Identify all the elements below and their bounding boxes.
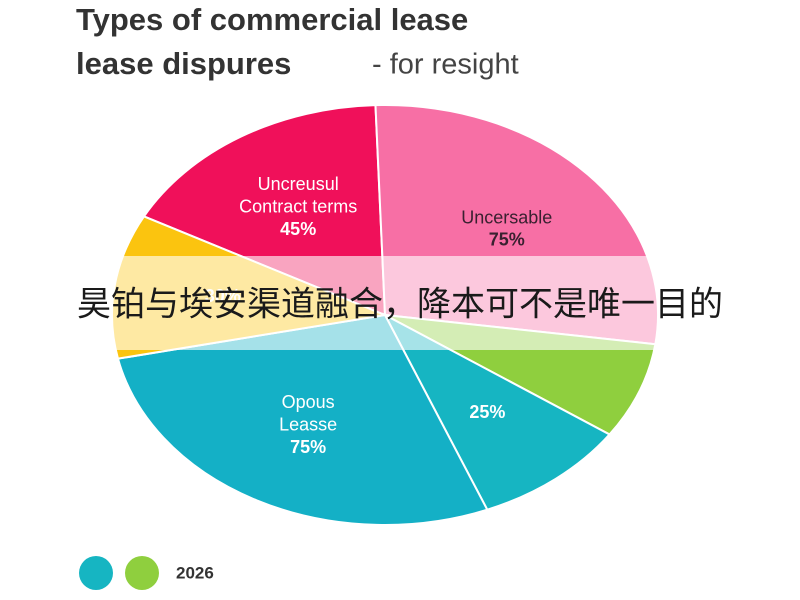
legend-swatch [125, 556, 159, 590]
value-label: 25% [469, 402, 505, 422]
pie-slice [382, 312, 612, 511]
chart-subtitle: - for resight [372, 49, 519, 81]
value-label: 75% [290, 437, 326, 457]
value-label: 75% [489, 229, 525, 249]
chart-title: Types of commercial lease [76, 2, 468, 37]
legend-label: 2026 [176, 563, 214, 582]
legend-swatch [79, 556, 113, 590]
slice-label: Uncreusul Contract terms [239, 174, 357, 217]
slice-label: Uncersable [461, 207, 552, 227]
overlay-caption: 昊铂与埃安渠道融合，降本可不是唯一目的 [77, 285, 723, 325]
legend: 2026 [79, 556, 214, 590]
pie-slice [116, 313, 489, 526]
caption-band [0, 256, 800, 350]
value-label: 45% [280, 219, 316, 239]
slice-label: Opous Leasse [279, 392, 337, 435]
chart-title: lease dispures [76, 46, 291, 81]
